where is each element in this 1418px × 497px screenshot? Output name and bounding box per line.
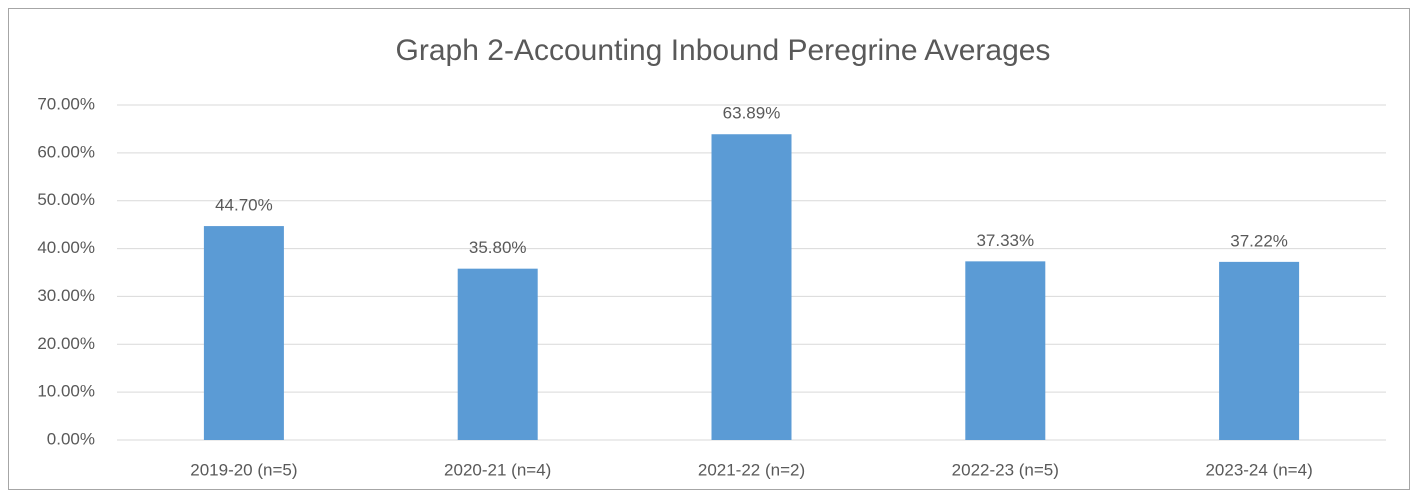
y-tick-label: 70.00% — [37, 94, 95, 113]
y-tick-label: 50.00% — [37, 190, 95, 209]
x-tick-label: 2022-23 (n=5) — [952, 460, 1059, 479]
y-tick-label: 60.00% — [37, 142, 95, 161]
y-tick-label: 40.00% — [37, 238, 95, 257]
x-tick-label: 2020-21 (n=4) — [444, 460, 551, 479]
data-label: 37.33% — [976, 231, 1034, 250]
bar — [965, 261, 1046, 440]
x-tick-label: 2021-22 (n=2) — [698, 460, 805, 479]
bar — [711, 134, 792, 440]
data-label: 44.70% — [215, 196, 273, 215]
x-tick-label: 2023-24 (n=4) — [1205, 460, 1312, 479]
y-tick-label: 30.00% — [37, 286, 95, 305]
y-tick-label: 10.00% — [37, 382, 95, 401]
data-label: 37.22% — [1230, 231, 1288, 250]
chart-title: Graph 2-Accounting Inbound Peregrine Ave… — [396, 34, 1051, 67]
bar — [203, 226, 284, 440]
data-label: 35.80% — [469, 238, 527, 257]
bar — [1219, 261, 1300, 440]
x-tick-label: 2019-20 (n=5) — [190, 460, 297, 479]
bar — [457, 268, 538, 440]
data-label: 63.89% — [723, 104, 781, 123]
y-tick-label: 20.00% — [37, 334, 95, 353]
y-tick-label: 0.00% — [47, 429, 95, 448]
